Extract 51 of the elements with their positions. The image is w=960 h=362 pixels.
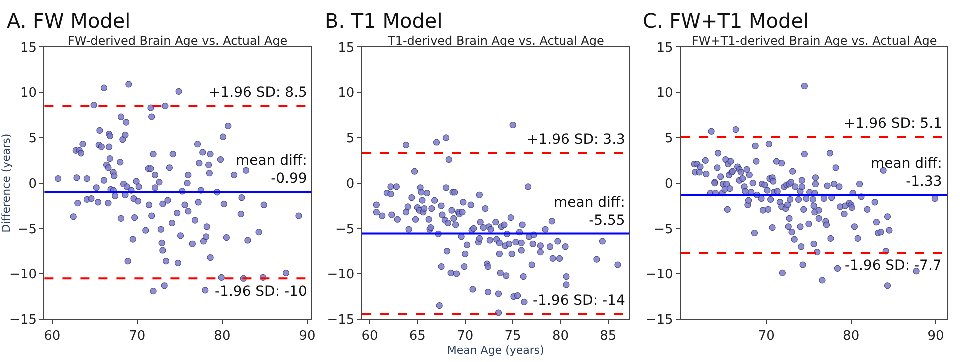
y-tick-label: 15 — [338, 40, 355, 56]
y-tick-label: 0 — [346, 176, 355, 192]
y-tick-label: 5 — [665, 132, 674, 147]
y-tick-label: 5 — [28, 132, 37, 147]
x-tick-label: 85 — [600, 329, 617, 344]
x-axis-title: Mean Age (years) — [447, 344, 544, 358]
y-tick-label: 5 — [346, 132, 355, 147]
chart-title: B. T1 Model — [325, 9, 443, 33]
y-tick-label: 10 — [20, 86, 37, 102]
ref-line-label: +1.96 SD: 3.3 — [527, 132, 626, 148]
x-tick-label: 70 — [758, 329, 775, 344]
ref-line-label: -1.96 SD: -7.7 — [845, 258, 942, 274]
x-tick-label: 75 — [504, 329, 522, 344]
chart-subtitle: T1-derived Brain Age vs. Actual Age — [387, 34, 604, 48]
x-tick-label: 60 — [362, 329, 378, 344]
y-tick-label: −15 — [10, 313, 37, 328]
y-tick-label: −10 — [10, 268, 37, 283]
x-tick-label: 90 — [299, 329, 316, 344]
x-tick-label: 70 — [129, 329, 146, 344]
y-tick-label: 0 — [28, 176, 37, 192]
y-tick-label: −10 — [327, 268, 355, 283]
ref-line-label: -1.96 SD: -10 — [215, 284, 308, 300]
ref-line-label: mean diff: -0.99 — [236, 153, 308, 188]
ref-line-label: -1.96 SD: -14 — [533, 293, 626, 309]
ref-line-label: +1.96 SD: 8.5 — [209, 85, 308, 101]
y-tick-label: 15 — [656, 40, 674, 56]
chart-title: A. FW Model — [7, 9, 131, 33]
y-tick-label: −5 — [335, 222, 355, 238]
ref-line-label: +1.96 SD: 5.1 — [844, 116, 942, 132]
y-tick-label: −15 — [327, 313, 355, 328]
x-tick-label: 70 — [457, 329, 474, 344]
x-tick-label: 90 — [928, 329, 944, 344]
y-tick-label: 15 — [20, 40, 37, 56]
ref-line-label: mean diff: -1.33 — [871, 156, 942, 190]
y-tick-label: −5 — [654, 222, 674, 238]
y-tick-label: −10 — [646, 268, 674, 283]
chart-subtitle: FW-derived Brain Age vs. Actual Age — [68, 34, 288, 48]
y-tick-label: 10 — [656, 86, 674, 102]
ref-line-label: mean diff: -5.55 — [554, 195, 626, 230]
y-axis-title: Difference (years) — [0, 134, 13, 233]
chart-subtitle: FW+T1-derived Brain Age vs. Actual Age — [692, 34, 938, 48]
x-tick-label: 80 — [843, 329, 860, 344]
y-tick-label: 0 — [665, 176, 674, 192]
x-tick-label: 65 — [409, 329, 426, 344]
x-tick-label: 80 — [214, 329, 231, 344]
y-tick-label: −15 — [646, 313, 674, 328]
chart-title: C. FW+T1 Model — [643, 9, 810, 33]
y-tick-label: 10 — [338, 86, 355, 102]
x-tick-label: 60 — [44, 329, 61, 344]
y-tick-label: −5 — [18, 222, 37, 238]
x-tick-label: 80 — [552, 329, 570, 344]
